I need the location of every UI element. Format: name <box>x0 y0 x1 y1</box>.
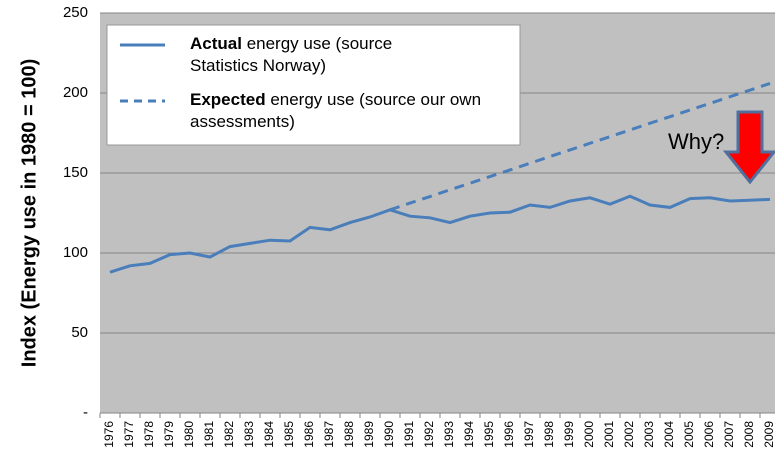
x-tick-label: 2008 <box>742 421 756 448</box>
x-tick-label: 1998 <box>542 421 556 448</box>
x-tick-label: 2000 <box>582 421 596 448</box>
x-tick-label: 1996 <box>502 421 516 448</box>
y-tick-label: - <box>83 404 88 421</box>
x-tick-label: 1981 <box>202 421 216 448</box>
y-tick-label: 50 <box>71 324 88 341</box>
x-tick-label: 1990 <box>382 421 396 448</box>
y-axis-label: Index (Energy use in 1980 = 100) <box>18 59 40 367</box>
x-tick-label: 1986 <box>302 421 316 448</box>
x-tick-label: 1983 <box>242 421 256 448</box>
x-tick-label: 1984 <box>262 421 276 448</box>
x-tick-label: 1987 <box>322 421 336 448</box>
x-tick-label: 1985 <box>282 421 296 448</box>
x-tick-label: 2004 <box>662 421 676 448</box>
legend-box <box>106 24 521 146</box>
y-tick-label: 200 <box>63 84 88 101</box>
arrow <box>722 110 775 185</box>
legend-label: Actual energy use (source Statistics Nor… <box>190 34 397 75</box>
series-group <box>109 81 771 274</box>
x-tick-label: 1976 <box>102 421 116 448</box>
x-tick-label: 1999 <box>562 421 576 448</box>
y-tick-label: 100 <box>63 244 88 261</box>
x-tick-label: 2005 <box>682 421 696 448</box>
x-tick-label: 1993 <box>442 421 456 448</box>
x-tick-label: 1989 <box>362 421 376 448</box>
x-tick-label: 1992 <box>422 421 436 448</box>
x-tick-label: 1991 <box>402 421 416 448</box>
x-tick-label: 2006 <box>702 421 716 448</box>
y-tick-label: 250 <box>63 4 88 21</box>
x-tick-label: 1995 <box>482 421 496 448</box>
x-tick-label: 1982 <box>222 421 236 448</box>
y-tick-label: 150 <box>63 164 88 181</box>
x-tick-label: 2002 <box>622 421 636 448</box>
annotation: Why? <box>668 129 724 154</box>
x-tick-label: 2007 <box>722 421 736 448</box>
x-tick-label: 1980 <box>182 421 196 448</box>
legend-label: Expected energy use (source our own asse… <box>190 90 486 131</box>
x-tick-label: 2001 <box>602 421 616 448</box>
x-tick-label: 1979 <box>162 421 176 448</box>
x-tick-label: 2003 <box>642 421 656 448</box>
x-tick-label: 1997 <box>522 421 536 448</box>
series-line <box>109 194 771 274</box>
x-tick-label: 1977 <box>122 421 136 448</box>
x-tick-label: 1978 <box>142 421 156 448</box>
x-tick-label: 1988 <box>342 421 356 448</box>
x-tick-label: 2009 <box>762 421 775 448</box>
x-tick-label: 1994 <box>462 421 476 448</box>
